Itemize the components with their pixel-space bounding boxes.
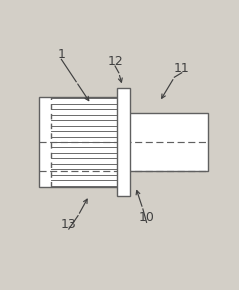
Text: 1: 1 (57, 48, 65, 61)
Text: 11: 11 (174, 62, 190, 75)
Bar (126, 113, 208, 171)
Text: 13: 13 (61, 218, 77, 231)
Text: 12: 12 (107, 55, 123, 68)
Text: 10: 10 (139, 211, 154, 224)
Bar (117, 88, 130, 195)
Bar (39, 97, 128, 187)
